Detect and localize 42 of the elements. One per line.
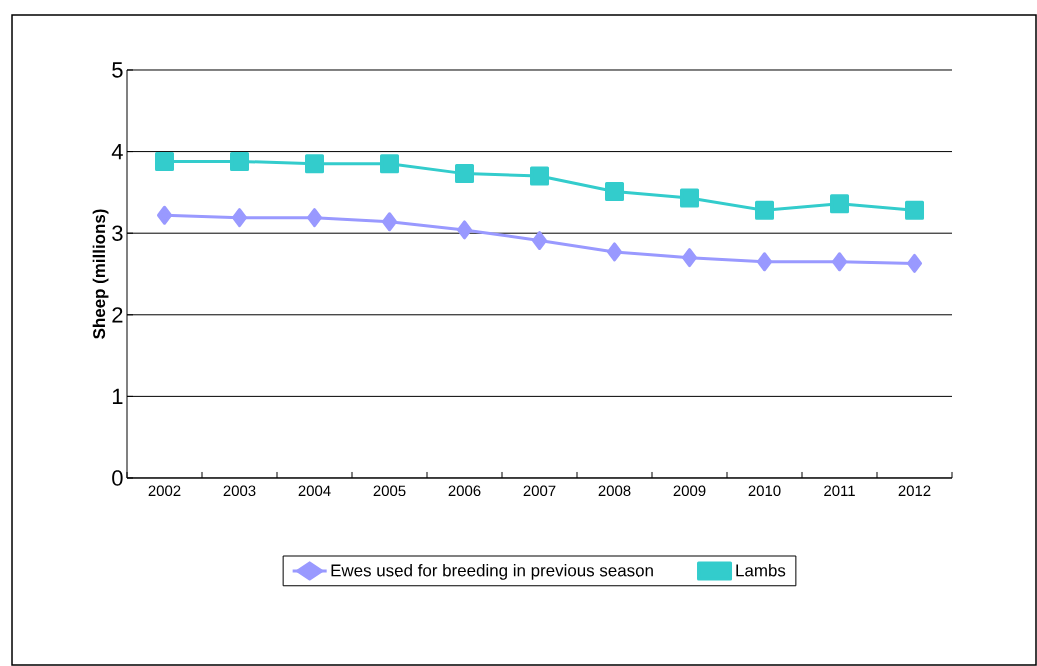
x-tick-label: 2002: [148, 485, 181, 497]
x-tick-label: 2003: [223, 485, 256, 497]
y-tick-label: 0: [112, 470, 123, 486]
point: [155, 151, 175, 171]
y-tick-label: 3: [112, 225, 123, 241]
point: [455, 164, 475, 184]
point: [307, 208, 323, 228]
point: [157, 205, 173, 225]
point: [380, 154, 400, 174]
point: [757, 252, 773, 272]
point: [830, 194, 850, 214]
x-tick-label: 2011: [824, 485, 855, 497]
x-tick-label: 2010: [748, 485, 781, 497]
point: [530, 166, 550, 186]
y-tick-label: 5: [112, 62, 123, 78]
point: [457, 220, 473, 240]
point: [605, 182, 625, 202]
point: [607, 242, 623, 262]
x-tick-label: 2006: [448, 485, 481, 497]
point: [682, 248, 698, 268]
y-tick-label: 2: [112, 307, 123, 323]
point: [305, 154, 325, 174]
point: [232, 208, 248, 228]
y-tick-label: 4: [111, 144, 123, 160]
point: [532, 231, 548, 251]
point: [905, 200, 925, 220]
point: [832, 252, 848, 272]
x-tick-label: 2007: [523, 485, 556, 497]
point: [907, 253, 923, 273]
legend-label: Lambs: [736, 564, 786, 577]
legend-label: Ewes used for breeding in previous season: [331, 564, 653, 580]
x-tick-label: 2012: [898, 485, 931, 497]
x-tick-label: 2005: [373, 485, 406, 497]
point: [680, 188, 700, 208]
point: [382, 212, 398, 232]
x-tick-label: 2004: [298, 485, 331, 497]
x-tick-label: 2009: [673, 485, 706, 497]
point: [230, 151, 250, 171]
y-tick-label: 1: [112, 388, 123, 404]
x-tick-label: 2008: [598, 485, 631, 497]
y-axis-title: Sheep (millions): [92, 209, 109, 339]
point: [755, 200, 775, 220]
